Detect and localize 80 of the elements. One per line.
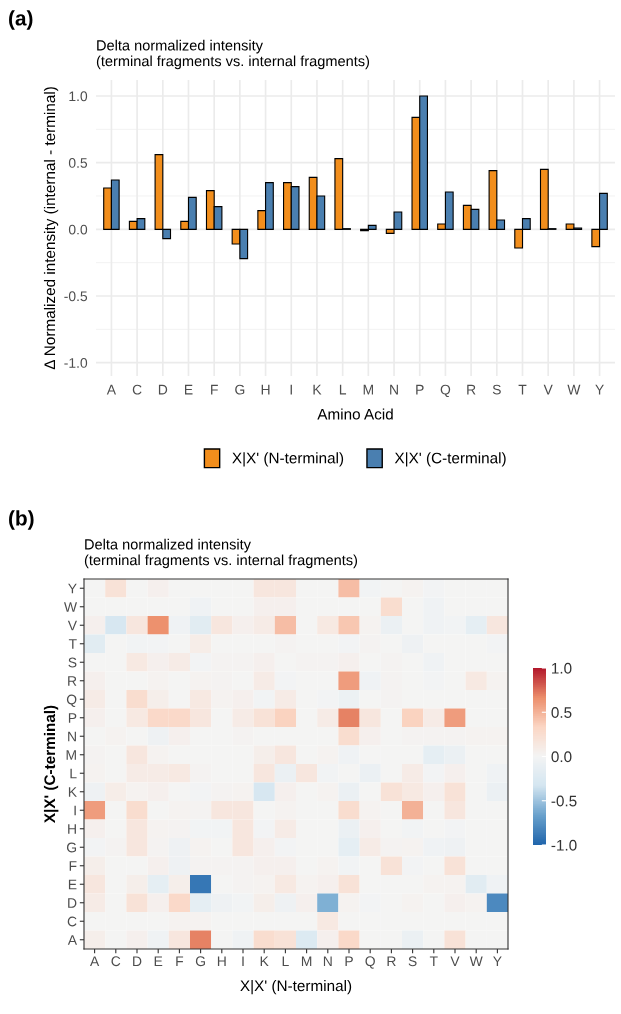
x-tick-label: E [185,384,193,395]
y-tick-label: Q [66,694,77,707]
chart-title: Delta normalized intensity (terminal fragments vs. internal fragments) [84,538,358,569]
x-tick-label: T [518,384,527,395]
x-tick-label: Q [365,956,375,969]
x-tick-label: A [90,956,100,967]
y-tick-label: 0.5 [68,158,88,168]
y-tick-label: T [68,639,77,649]
x-tick-label: P [345,956,353,967]
text: (b) [9,510,34,530]
y-tick-label: R [68,676,77,686]
x-tick-label: Y [493,956,502,967]
y-tick-label: A [67,935,78,945]
x-tick-label: L [339,384,347,395]
x-tick-label: P [416,384,424,395]
y-tick-label: -0.5 [64,291,88,302]
x-tick-label: K [260,956,269,967]
x-tick-label: Y [595,384,604,395]
y-tick-label: L [70,768,77,779]
color-bar-label: 0.5 [551,707,572,718]
x-tick-label: G [235,384,245,395]
legend-label: X|X' (C-terminal) [394,452,506,467]
text: (a) [9,10,33,30]
x-tick-label: F [176,956,184,967]
y-tick-label: Y [68,583,77,594]
legend-label: X|X' (N-terminal) [232,452,344,467]
y-tick-label: S [68,657,77,668]
x-tick-label: V [450,956,460,967]
x-tick-label: G [195,956,205,967]
x-tick-label: V [543,384,553,395]
x-tick-label: W [567,384,581,395]
x-tick-label: I [290,384,292,395]
x-tick-label: N [323,956,332,967]
y-axis-title: Δ Normalized intensity (internal - terminal) [43,87,59,370]
y-tick-label: -1.0 [64,358,88,368]
x-tick-label: Q [440,384,451,398]
x-tick-label: K [313,384,322,395]
y-tick-label: K [68,787,77,797]
y-tick-label: G [66,842,77,853]
color-bar-label: 0.0 [551,751,572,763]
y-tick-label: E [68,879,77,890]
y-tick-label: F [69,861,77,871]
y-tick-label: H [68,824,76,834]
x-tick-label: C [132,384,142,395]
x-tick-label: W [469,956,483,967]
x-tick-label: A [106,384,117,395]
x-axis-title: Amino Acid [317,408,393,420]
x-tick-label: D [158,384,168,395]
y-tick-label: D [68,898,77,908]
y-tick-label: V [67,620,77,631]
x-axis-title: X|X' (N-terminal) [240,980,352,995]
x-tick-label: I [242,956,244,967]
x-tick-label: R [467,384,476,395]
color-bar-label: 1.0 [552,662,572,674]
x-tick-label: L [282,956,289,967]
x-tick-label: N [390,384,398,395]
y-tick-label: P [68,713,77,723]
x-tick-label: M [301,956,312,967]
y-tick-label: I [74,805,76,816]
x-tick-label: T [429,956,438,967]
y-tick-label: 0.0 [68,224,88,235]
color-bar-label: -0.5 [551,795,577,807]
y-tick-label: M [66,750,76,760]
x-tick-label: S [492,384,501,395]
x-tick-label: H [217,956,226,967]
x-tick-label: M [363,384,373,395]
x-tick-label: H [261,384,270,395]
chart-title: Delta normalized intensity (terminal fragments vs. internal fragments) [96,39,370,70]
x-tick-label: D [133,956,142,967]
y-tick-label: C [67,916,77,927]
color-bar-label: -1.0 [551,839,577,851]
y-tick-label: N [68,731,76,742]
x-tick-label: C [111,956,121,967]
y-axis-title: X|X' (C-terminal) [43,705,59,823]
y-tick-label: W [64,602,78,612]
x-tick-label: S [408,956,417,967]
x-tick-label: F [211,384,218,395]
x-tick-label: E [154,956,163,967]
x-tick-label: R [387,956,396,967]
y-tick-label: 1.0 [69,91,88,102]
